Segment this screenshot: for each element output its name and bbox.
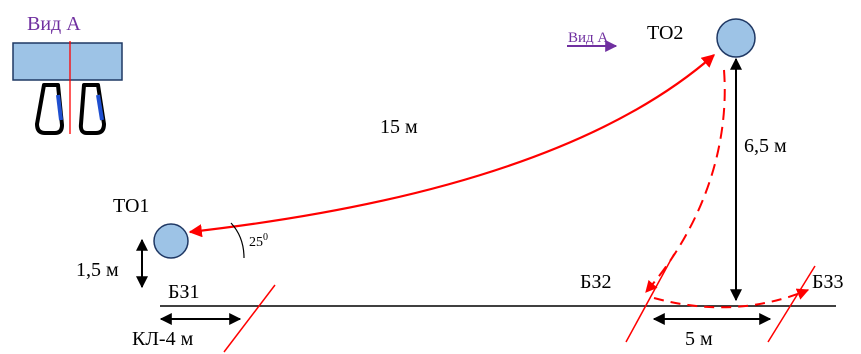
angle-arc: [230, 222, 245, 259]
to2-circle: [716, 18, 756, 58]
view-a-block: [12, 42, 123, 81]
view-a-inset: Вид А: [12, 13, 123, 135]
dist-5-label: 5 м: [685, 328, 713, 350]
bz1-label: БЗ1: [168, 281, 200, 303]
arc-15m: [188, 54, 715, 238]
to1-circle: [153, 223, 189, 259]
left-hook-blue-mark: [56, 94, 63, 121]
bz1-marker-line: [223, 284, 276, 353]
angle-value: 25: [249, 235, 263, 250]
dashed-swing-bottom: [653, 288, 810, 309]
to2-label: ТО2: [647, 22, 683, 44]
angle-degree: 0: [263, 232, 268, 243]
dashed-swing-left: [645, 69, 726, 293]
dist-15-label: 15 м: [380, 116, 418, 138]
bz3-label: БЗ3: [812, 271, 844, 293]
dist-kl4-label: КЛ-4 м: [132, 328, 194, 350]
bz2-marker-line: [625, 253, 675, 343]
bz2-label: БЗ2: [580, 271, 612, 293]
view-a-arrow-label: Вид А: [568, 30, 608, 46]
left-hook-icon: [35, 83, 64, 135]
to1-label: ТО1: [113, 195, 149, 217]
angle-label: 250: [249, 232, 268, 250]
bz3-marker-line: [767, 265, 816, 343]
view-a-title: Вид А: [27, 13, 81, 35]
dist-6-5-label: 6,5 м: [744, 135, 787, 157]
dist-1-5-label: 1,5 м: [76, 259, 119, 281]
right-hook-blue-mark: [96, 94, 104, 121]
right-hook-icon: [78, 83, 106, 135]
